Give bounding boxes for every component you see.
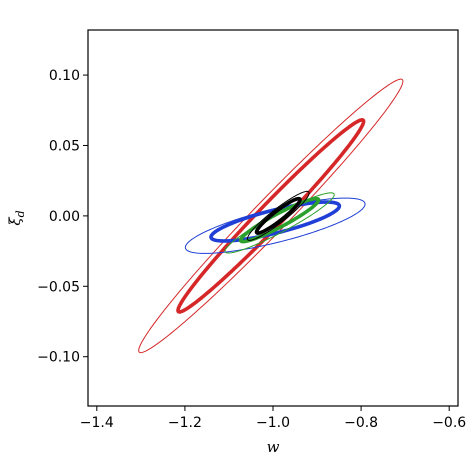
x-tick-label: −1.0 (256, 415, 290, 431)
y-tick-label: −0.05 (37, 279, 80, 295)
x-tick-label: −0.8 (344, 415, 378, 431)
ellipse-series-0-outer (138, 78, 404, 354)
ellipse-series-1-inner (209, 200, 342, 243)
y-tick-label: 0.00 (49, 209, 80, 225)
ellipse-series-0-inner (176, 118, 366, 314)
x-tick-label: −0.6 (432, 415, 466, 431)
y-tick-label: 0.10 (49, 68, 80, 84)
y-tick-label: −0.10 (37, 350, 80, 366)
y-axis-label-main: ξ (6, 217, 24, 226)
x-axis: −1.4 −1.2 −1.0 −0.8 −0.6 (80, 406, 466, 431)
y-tick-label: 0.05 (49, 138, 80, 154)
y-axis-label-sub: d (14, 210, 27, 217)
x-axis-label: w (267, 438, 280, 456)
x-tick-label: −1.4 (80, 415, 114, 431)
ellipse-series-3-inner (254, 196, 302, 235)
y-axis: −0.10 −0.05 0.00 0.05 0.10 (37, 68, 88, 366)
ellipse-layer (138, 78, 404, 354)
ellipse-series-3-outer (246, 190, 310, 241)
y-axis-label: ξd (6, 210, 27, 225)
x-tick-label: −1.2 (168, 415, 202, 431)
